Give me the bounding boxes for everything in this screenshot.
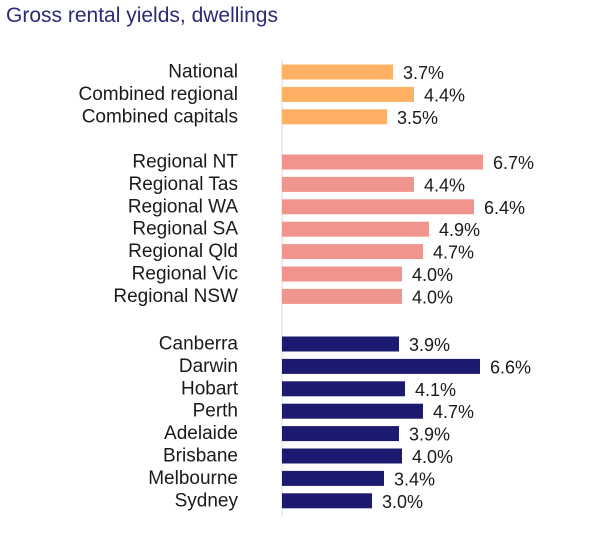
category-label-national: National xyxy=(168,62,238,83)
bar-perth xyxy=(282,403,423,419)
bar-melbourne xyxy=(282,470,384,486)
value-label-regional-vic: 4.0% xyxy=(412,265,453,285)
chart-title: Gross rental yields, dwellings xyxy=(6,4,278,27)
category-label-perth: Perth xyxy=(193,401,238,422)
value-label-darwin: 6.6% xyxy=(490,357,531,377)
bar-regional-nt xyxy=(282,154,483,170)
category-label-regional-sa: Regional SA xyxy=(132,219,238,240)
category-label-melbourne: Melbourne xyxy=(148,468,238,489)
bar-regional-wa xyxy=(282,199,474,215)
value-label-regional-tas: 4.4% xyxy=(424,175,465,195)
value-label-combined-regional: 4.4% xyxy=(424,85,465,105)
bar-hobart xyxy=(282,381,405,397)
bar-regional-nsw xyxy=(282,288,402,304)
category-label-regional-nt: Regional NT xyxy=(132,152,238,173)
value-label-brisbane: 4.0% xyxy=(412,447,453,467)
bar-combined-capitals xyxy=(282,109,387,125)
bar-sydney xyxy=(282,493,372,509)
category-label-regional-wa: Regional WA xyxy=(128,196,239,217)
category-label-regional-tas: Regional Tas xyxy=(128,174,238,195)
bar-national xyxy=(282,64,393,80)
category-label-adelaide: Adelaide xyxy=(164,423,238,444)
category-label-combined-regional: Combined regional xyxy=(79,84,239,105)
value-label-combined-capitals: 3.5% xyxy=(397,108,438,128)
value-label-melbourne: 3.4% xyxy=(394,469,435,489)
bar-regional-tas xyxy=(282,176,414,192)
bar-brisbane xyxy=(282,448,402,464)
category-label-brisbane: Brisbane xyxy=(163,446,238,467)
value-label-regional-sa: 4.9% xyxy=(439,220,480,240)
category-label-sydney: Sydney xyxy=(175,490,239,511)
bar-canberra xyxy=(282,336,399,352)
value-label-regional-nt: 6.7% xyxy=(493,153,534,173)
category-label-regional-nsw: Regional NSW xyxy=(113,286,238,307)
bar-regional-qld xyxy=(282,244,423,260)
bar-adelaide xyxy=(282,426,399,442)
value-label-canberra: 3.9% xyxy=(409,335,450,355)
value-label-national: 3.7% xyxy=(403,63,444,83)
bar-combined-regional xyxy=(282,86,414,102)
category-label-regional-qld: Regional Qld xyxy=(128,241,238,262)
value-label-perth: 4.7% xyxy=(433,402,474,422)
value-label-sydney: 3.0% xyxy=(382,492,423,512)
bar-darwin xyxy=(282,358,480,374)
category-label-hobart: Hobart xyxy=(181,378,239,399)
category-label-canberra: Canberra xyxy=(159,334,239,355)
value-label-hobart: 4.1% xyxy=(415,380,456,400)
category-label-darwin: Darwin xyxy=(179,356,238,377)
category-label-combined-capitals: Combined capitals xyxy=(82,106,238,127)
value-label-regional-qld: 4.7% xyxy=(433,243,474,263)
value-label-regional-nsw: 4.0% xyxy=(412,287,453,307)
category-label-regional-vic: Regional Vic xyxy=(132,264,238,285)
bar-regional-vic xyxy=(282,266,402,282)
value-label-regional-wa: 6.4% xyxy=(484,198,525,218)
value-label-adelaide: 3.9% xyxy=(409,425,450,445)
bar-regional-sa xyxy=(282,221,429,237)
